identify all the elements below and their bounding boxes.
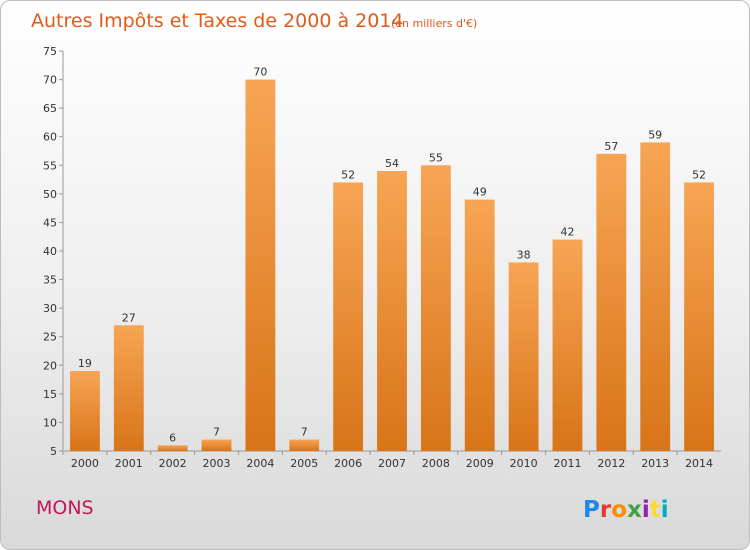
y-tick-label: 5	[50, 445, 57, 458]
logo-letter: o	[611, 497, 627, 523]
data-label: 59	[648, 128, 662, 141]
bar	[552, 239, 583, 451]
y-tick-label: 25	[43, 331, 57, 344]
x-tick-label: 2011	[553, 457, 581, 470]
x-tick-label: 2001	[115, 457, 143, 470]
bar	[289, 439, 320, 451]
data-label: 52	[692, 168, 706, 181]
y-tick-label: 20	[43, 359, 57, 372]
logo-letter: i	[661, 497, 669, 523]
data-label: 27	[122, 311, 136, 324]
y-tick-label: 75	[43, 45, 57, 58]
data-label: 54	[385, 157, 399, 170]
y-tick-label: 60	[43, 131, 57, 144]
chart-subtitle: (en milliers d'€)	[391, 17, 477, 30]
bar	[201, 439, 232, 451]
data-label: 55	[429, 151, 443, 164]
data-label: 38	[517, 248, 531, 261]
proxiti-logo: Proxiti	[583, 497, 669, 523]
bar	[508, 262, 539, 451]
y-tick-label: 15	[43, 388, 57, 401]
bar	[420, 165, 451, 452]
y-tick-label: 55	[43, 159, 57, 172]
data-label: 7	[301, 426, 308, 439]
y-tick-label: 45	[43, 216, 57, 229]
x-tick-label: 2014	[685, 457, 713, 470]
bar	[70, 371, 100, 451]
plot-area: 5 10 15 20 25 30 35 40 45 50 55 60 65 70 75 2000 19 2001 2…	[43, 45, 721, 470]
x-tick-label: 2002	[159, 457, 187, 470]
x-tick-label: 2007	[378, 457, 406, 470]
data-label: 7	[213, 426, 220, 439]
y-tick-label: 70	[43, 74, 57, 87]
bar	[333, 182, 364, 451]
x-tick-label: 2009	[466, 457, 494, 470]
logo-letter: i	[642, 497, 650, 523]
chart-title: Autres Impôts et Taxes de 2000 à 2014	[31, 10, 404, 32]
logo-letter: t	[650, 497, 661, 523]
bar	[113, 325, 144, 451]
bar	[684, 182, 714, 451]
bar	[640, 142, 671, 451]
x-tick-label: 2004	[246, 457, 274, 470]
bar	[157, 445, 188, 451]
y-tick-label: 50	[43, 188, 57, 201]
bar	[245, 79, 276, 452]
data-label: 52	[341, 168, 355, 181]
bar	[464, 199, 495, 451]
x-tick-label: 2010	[510, 457, 538, 470]
data-label: 49	[473, 186, 487, 199]
data-label: 6	[169, 431, 176, 444]
x-tick-label: 2012	[597, 457, 625, 470]
y-tick-label: 10	[43, 416, 57, 429]
bar	[377, 171, 407, 451]
y-tick-label: 40	[43, 245, 57, 258]
data-label: 70	[253, 66, 267, 79]
logo-letter: r	[600, 497, 612, 523]
x-tick-label: 2005	[290, 457, 318, 470]
x-tick-label: 2008	[422, 457, 450, 470]
x-tick-label: 2006	[334, 457, 362, 470]
data-label: 57	[604, 140, 618, 153]
y-tick-label: 65	[43, 102, 57, 115]
logo-letter: x	[627, 497, 642, 523]
x-tick-label: 2013	[641, 457, 669, 470]
y-tick-label: 30	[43, 302, 57, 315]
x-tick-label: 2003	[203, 457, 231, 470]
x-tick-label: 2000	[71, 457, 99, 470]
y-tick-label: 35	[43, 274, 57, 287]
data-label: 42	[560, 226, 574, 239]
bar	[596, 153, 627, 451]
data-label: 19	[78, 357, 92, 370]
place-name: MONS	[36, 497, 94, 519]
logo-letter: P	[583, 497, 600, 523]
